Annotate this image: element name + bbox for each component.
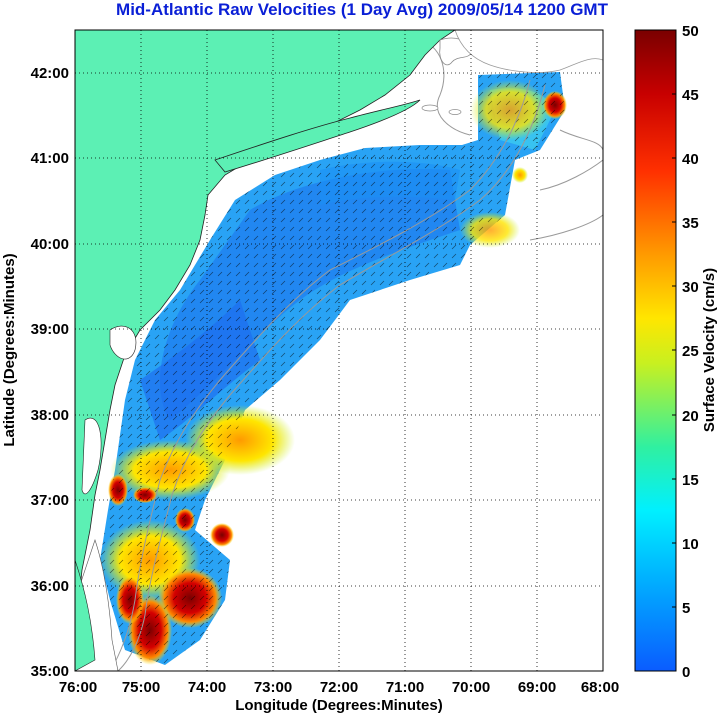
x-axis-ticks: 76:00 75:00 74:00 73:00 72:00 71:00 70:0… xyxy=(59,679,619,696)
y-tick-label: 37:00 xyxy=(31,492,69,509)
grid-lines xyxy=(75,30,603,671)
colorbar-label: Surface Velocity (cm/s) xyxy=(701,268,718,432)
y-tick-label: 38:00 xyxy=(31,407,69,424)
x-tick-label: 70:00 xyxy=(452,679,490,696)
colorbar-tick-label: 45 xyxy=(682,87,699,104)
map-title: Mid-Atlantic Raw Velocities (1 Day Avg) … xyxy=(116,0,608,19)
y-tick-label: 42:00 xyxy=(31,65,69,82)
y-axis-ticks: 42:00 41:00 40:00 39:00 38:00 37:00 36:0… xyxy=(31,65,69,680)
x-tick-label: 68:00 xyxy=(581,679,619,696)
bathymetry-contours xyxy=(109,39,603,671)
y-tick-label: 41:00 xyxy=(31,150,69,167)
y-tick-label: 36:00 xyxy=(31,578,69,595)
colorbar: 50 45 40 35 30 25 20 15 10 5 0 Surface V… xyxy=(634,23,718,681)
colorbar-tick-label: 10 xyxy=(682,536,699,553)
y-axis-label: Latitude (Degrees:Minutes) xyxy=(1,253,18,446)
x-tick-label: 73:00 xyxy=(254,679,292,696)
colorbar-tick-label: 30 xyxy=(682,279,699,296)
colorbar-tick-label: 20 xyxy=(682,408,699,425)
colorbar-tick-label: 0 xyxy=(682,664,690,681)
colorbar-tick-label: 35 xyxy=(682,215,699,232)
colorbar-tick-label: 5 xyxy=(682,600,690,617)
x-tick-label: 69:00 xyxy=(518,679,556,696)
colorbar-tick-label: 40 xyxy=(682,151,699,168)
y-tick-label: 35:00 xyxy=(31,663,69,680)
x-tick-label: 75:00 xyxy=(122,679,160,696)
colorbar-tick-label: 50 xyxy=(682,23,699,40)
x-tick-label: 76:00 xyxy=(59,679,97,696)
land-mass xyxy=(75,30,603,671)
colorbar-scale xyxy=(634,29,677,672)
y-tick-label: 40:00 xyxy=(31,236,69,253)
x-tick-label: 72:00 xyxy=(320,679,358,696)
plot-frame xyxy=(74,29,604,672)
x-tick-label: 71:00 xyxy=(386,679,424,696)
x-tick-label: 74:00 xyxy=(188,679,226,696)
colorbar-tick-label: 15 xyxy=(682,472,699,489)
colorbar-tick-label: 25 xyxy=(682,343,699,360)
x-axis-label: Longitude (Degrees:Minutes) xyxy=(235,697,443,714)
y-tick-label: 39:00 xyxy=(31,321,69,338)
